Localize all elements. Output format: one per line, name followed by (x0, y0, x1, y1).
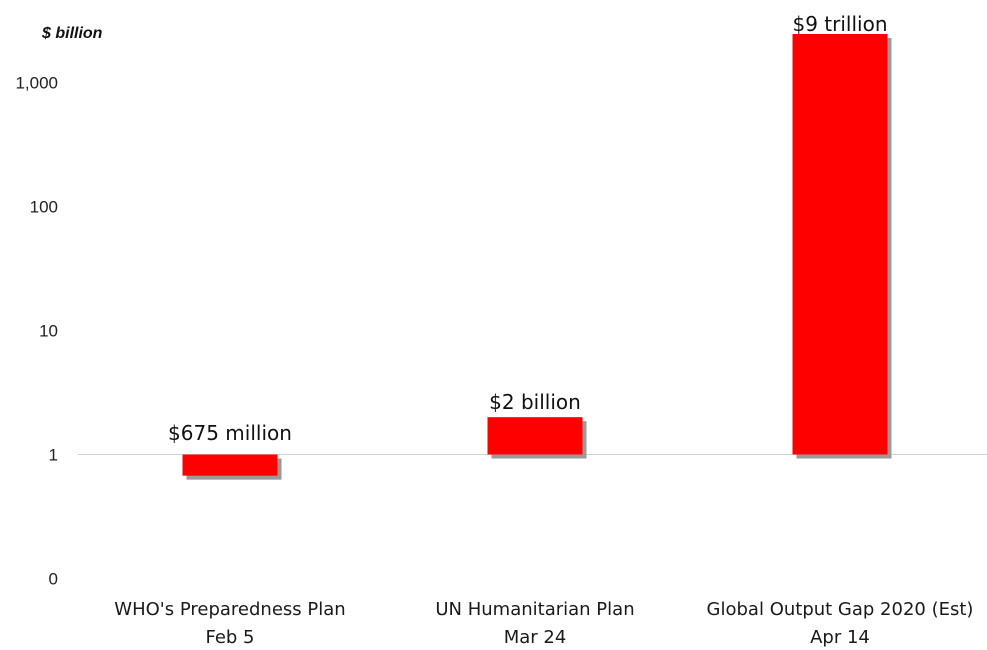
bars (182, 34, 892, 480)
bar (487, 417, 583, 455)
category-date: Mar 24 (504, 627, 567, 648)
y-axis-ticks: 0 1 10 100 1,000 (15, 74, 58, 589)
y-tick-label: 100 (30, 198, 58, 217)
category-label: UN Humanitarian Plan (435, 599, 634, 620)
data-label: $675 million (168, 421, 292, 445)
category-label: Global Output Gap 2020 (Est) (707, 599, 974, 620)
category-date: Feb 5 (205, 627, 254, 648)
category-labels: WHO's Preparedness Plan Feb 5 UN Humanitar… (114, 599, 973, 648)
y-tick-label: 10 (39, 322, 58, 341)
category-label: WHO's Preparedness Plan (114, 599, 345, 620)
y-tick-label: 1,000 (15, 74, 58, 93)
data-label: $9 trillion (792, 12, 887, 36)
data-labels: $675 million $2 billion $9 trillion (168, 12, 887, 445)
y-axis-label: $ billion (41, 25, 103, 42)
data-label: $2 billion (489, 390, 581, 414)
bar (182, 454, 278, 476)
y-tick-label: 1 (49, 446, 58, 465)
y-tick-label: 0 (49, 570, 58, 589)
category-date: Apr 14 (810, 627, 870, 648)
bar (792, 34, 888, 455)
